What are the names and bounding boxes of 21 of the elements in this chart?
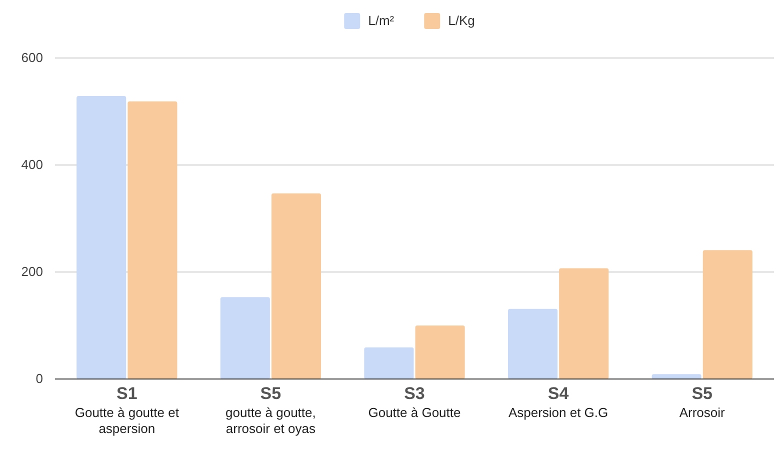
legend-label: L/m² (368, 13, 395, 28)
x-tick-label: S4 Aspersion et G.G (508, 384, 608, 420)
x-tick-label: S5 Arrosoir (679, 384, 726, 420)
bar (702, 250, 752, 379)
y-tick-label: 0 (36, 371, 43, 386)
bar (220, 297, 270, 379)
bar (76, 96, 126, 379)
bar (364, 347, 414, 379)
bar (128, 101, 178, 379)
x-tick-label: S5 goutte à goutte, arrosoir et oyas (226, 384, 316, 436)
x-tick-label: S3 Goutte à Goutte (368, 384, 461, 420)
legend-label: L/Kg (448, 13, 475, 28)
bar (415, 326, 465, 379)
y-tick-label: 600 (21, 50, 43, 66)
bar (271, 193, 322, 379)
y-tick-label: 200 (21, 264, 43, 280)
bar (508, 308, 558, 379)
bar (652, 374, 702, 379)
x-tick-label: S1 Goutte à goutte et aspersion (74, 384, 180, 436)
y-tick-label: 400 (21, 157, 43, 172)
bar (559, 268, 609, 379)
